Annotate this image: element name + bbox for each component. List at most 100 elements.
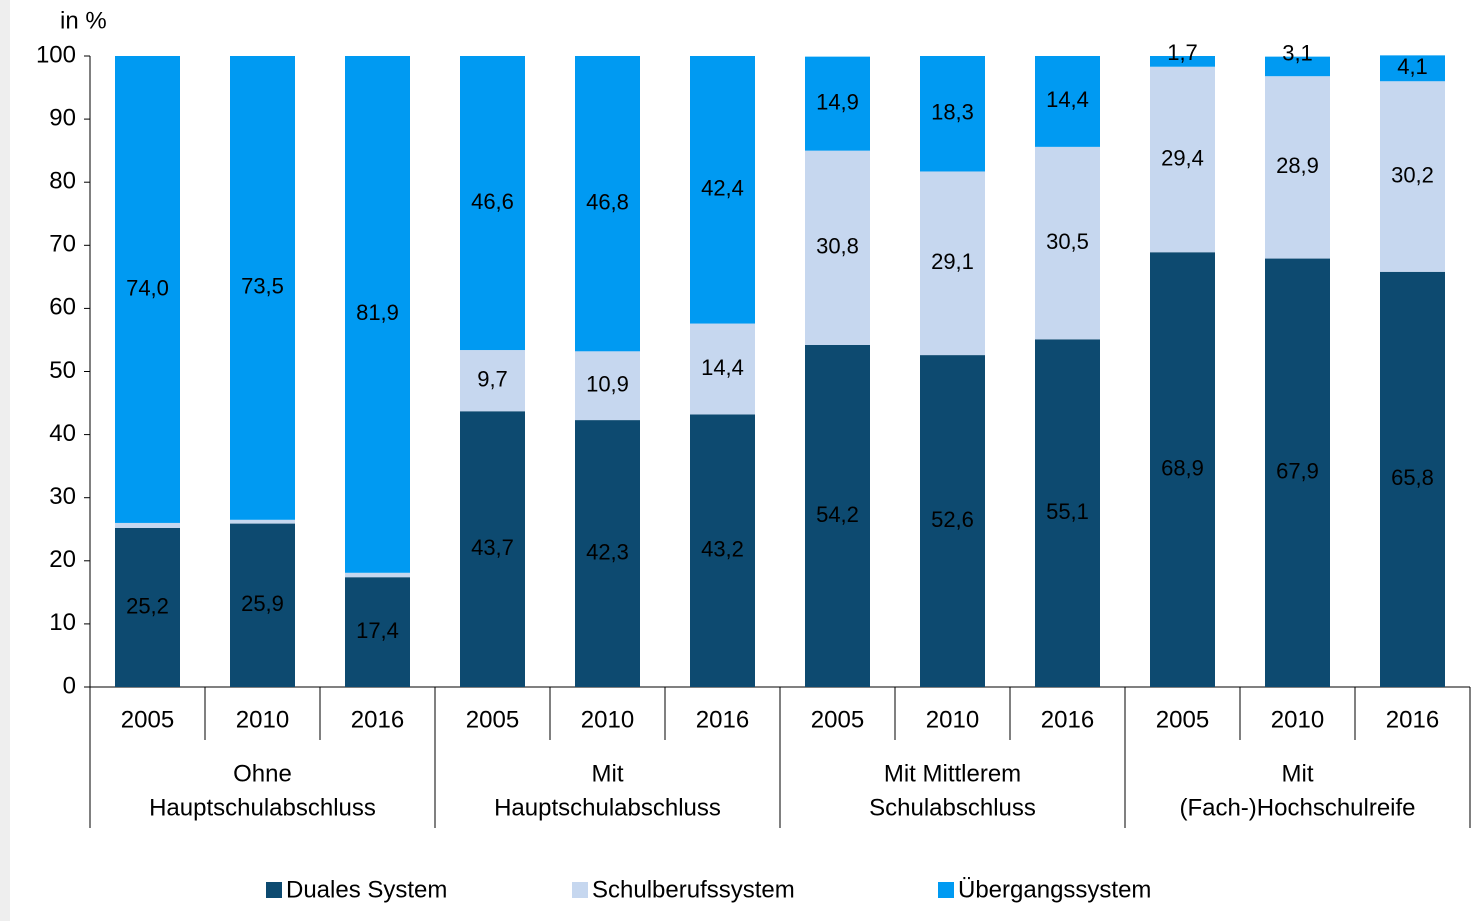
bar-segment bbox=[575, 351, 640, 421]
y-axis-label: in % bbox=[60, 7, 107, 34]
value-label: 28,9 bbox=[1276, 153, 1319, 178]
bar-segment bbox=[690, 323, 755, 415]
bar-segment bbox=[1035, 146, 1100, 340]
value-label: 54,2 bbox=[816, 502, 859, 527]
bar-segment bbox=[230, 519, 295, 524]
y-tick-label: 90 bbox=[49, 104, 76, 131]
value-label: 46,6 bbox=[471, 189, 514, 214]
group-label: Mit Mittlerem bbox=[884, 760, 1021, 787]
legend-label: Übergangssystem bbox=[958, 876, 1151, 903]
bar-segment bbox=[115, 527, 180, 687]
value-label: 14,4 bbox=[1046, 87, 1089, 112]
x-tick-label: 2010 bbox=[926, 706, 979, 733]
x-tick-label: 2016 bbox=[1041, 706, 1094, 733]
bar-segment bbox=[1380, 271, 1445, 687]
bar-segment bbox=[690, 414, 755, 687]
y-tick-label: 70 bbox=[49, 231, 76, 258]
bar-segment bbox=[805, 344, 870, 687]
value-label: 52,6 bbox=[931, 507, 974, 532]
group-label: Hauptschulabschluss bbox=[494, 794, 721, 821]
bar-segment bbox=[230, 523, 295, 687]
bar-segment bbox=[460, 411, 525, 687]
bar-segment bbox=[345, 56, 410, 573]
value-label: 67,9 bbox=[1276, 459, 1319, 484]
x-tick-label: 2010 bbox=[581, 706, 634, 733]
value-label: 1,7 bbox=[1167, 40, 1198, 65]
legend-label: Duales System bbox=[286, 876, 447, 903]
bar-segment bbox=[1150, 56, 1215, 67]
y-tick-label: 30 bbox=[49, 483, 76, 510]
bar-segment bbox=[345, 572, 410, 578]
value-label: 43,2 bbox=[701, 537, 744, 562]
bar-segment bbox=[345, 577, 410, 687]
bar-segment bbox=[1265, 76, 1330, 259]
x-tick-label: 2010 bbox=[236, 706, 289, 733]
value-label: 14,9 bbox=[816, 89, 859, 114]
x-tick-label: 2010 bbox=[1271, 706, 1324, 733]
bar-segment bbox=[1035, 56, 1100, 147]
y-tick-label: 100 bbox=[36, 41, 76, 68]
x-tick-label: 2005 bbox=[466, 706, 519, 733]
y-tick-label: 80 bbox=[49, 168, 76, 195]
group-label: Ohne bbox=[233, 760, 292, 787]
x-tick-label: 2016 bbox=[351, 706, 404, 733]
bar-segment bbox=[460, 350, 525, 412]
legend-swatch bbox=[572, 882, 588, 898]
value-label: 25,2 bbox=[126, 593, 169, 618]
y-tick-label: 40 bbox=[49, 420, 76, 447]
legend-swatch bbox=[266, 882, 282, 898]
value-label: 65,8 bbox=[1391, 465, 1434, 490]
bar-segment bbox=[805, 150, 870, 345]
bar-segment bbox=[1035, 339, 1100, 687]
value-label: 4,1 bbox=[1397, 54, 1428, 79]
bar-segment bbox=[920, 355, 985, 687]
bar-segment bbox=[575, 420, 640, 687]
bar-segment bbox=[1265, 258, 1330, 687]
bar-segment bbox=[1380, 81, 1445, 272]
bar-segment bbox=[805, 56, 870, 151]
group-label: Schulabschluss bbox=[869, 794, 1036, 821]
value-label: 43,7 bbox=[471, 535, 514, 560]
value-label: 42,4 bbox=[701, 176, 744, 201]
value-label: 73,5 bbox=[241, 274, 284, 299]
x-tick-label: 2005 bbox=[1156, 706, 1209, 733]
value-label: 29,4 bbox=[1161, 145, 1204, 170]
value-label: 81,9 bbox=[356, 300, 399, 325]
value-label: 25,9 bbox=[241, 591, 284, 616]
group-label: (Fach-)Hochschulreife bbox=[1179, 794, 1415, 821]
bar-segment bbox=[690, 56, 755, 324]
bar-segment bbox=[1265, 56, 1330, 77]
value-label: 46,8 bbox=[586, 189, 629, 214]
bar-segment bbox=[460, 56, 525, 351]
y-tick-label: 10 bbox=[49, 609, 76, 636]
value-label: 17,4 bbox=[356, 618, 399, 643]
bar-segment bbox=[230, 56, 295, 520]
value-label: 29,1 bbox=[931, 249, 974, 274]
bar-segment bbox=[920, 56, 985, 172]
bar-segment bbox=[1150, 252, 1215, 687]
value-label: 3,1 bbox=[1282, 40, 1313, 65]
value-label: 68,9 bbox=[1161, 455, 1204, 480]
x-tick-label: 2005 bbox=[121, 706, 174, 733]
value-label: 42,3 bbox=[586, 539, 629, 564]
legend-label: Schulberufssystem bbox=[592, 876, 795, 903]
x-tick-label: 2016 bbox=[1386, 706, 1439, 733]
bar-segment bbox=[920, 171, 985, 356]
y-tick-label: 20 bbox=[49, 546, 76, 573]
value-label: 55,1 bbox=[1046, 499, 1089, 524]
value-label: 10,9 bbox=[586, 372, 629, 397]
bar-segment bbox=[115, 56, 180, 523]
group-label: Hauptschulabschluss bbox=[149, 794, 376, 821]
value-label: 9,7 bbox=[477, 366, 508, 391]
edge-strip bbox=[0, 0, 10, 921]
x-tick-label: 2005 bbox=[811, 706, 864, 733]
y-tick-label: 50 bbox=[49, 357, 76, 384]
legend-swatch bbox=[938, 882, 954, 898]
group-label: Mit bbox=[592, 760, 624, 787]
y-tick-label: 0 bbox=[63, 672, 76, 699]
y-tick-label: 60 bbox=[49, 294, 76, 321]
bar-segment bbox=[1150, 66, 1215, 253]
x-tick-label: 2016 bbox=[696, 706, 749, 733]
